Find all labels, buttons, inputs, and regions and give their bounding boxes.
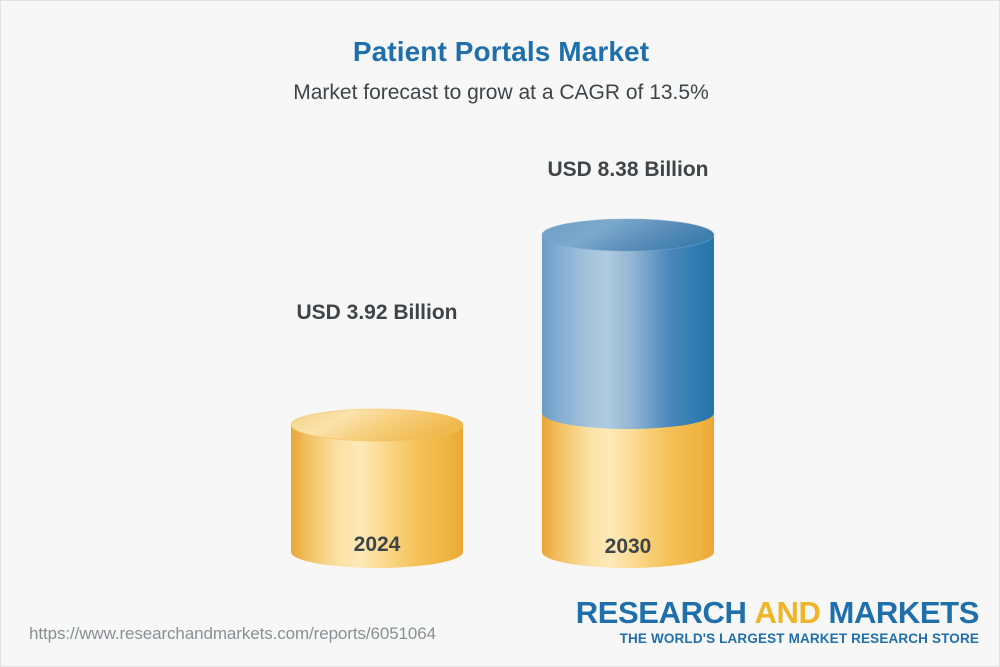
source-url[interactable]: https://www.researchandmarkets.com/repor… — [29, 624, 436, 643]
cylinder-top-cap-2024 — [291, 409, 463, 441]
cylinder-segment-base-2030 — [542, 413, 714, 568]
cylinder-top-edge-2030 — [541, 218, 715, 252]
value-label-2030: USD 8.38 Billion — [547, 158, 709, 181]
cylinder-top-cap-2030 — [542, 219, 714, 251]
chart-subtitle: Market forecast to grow at a CAGR of 13.… — [293, 81, 709, 104]
cylinder-segment-growth-2030 — [542, 235, 714, 429]
brand-word-and: AND — [754, 595, 821, 630]
brand-word-markets: MARKETS — [828, 595, 980, 630]
bar-group-2024: USD 3.92 Billion — [290, 301, 473, 581]
brand-tagline: THE WORLD'S LARGEST MARKET RESEARCH STOR… — [619, 631, 979, 646]
value-label-2024: USD 3.92 Billion — [296, 301, 458, 324]
cylinder-2030 — [541, 218, 724, 568]
brand-logo: RESEARCH AND MARKETS THE WORLD'S LARGEST M… — [575, 595, 980, 647]
cylinder-top-edge-2024 — [290, 408, 464, 442]
chart-header: Patient Portals Market Market forecast t… — [1, 35, 999, 107]
brand-word-research: RESEARCH — [575, 595, 747, 630]
bar-group-2030: USD 8.38 Billion — [541, 158, 724, 578]
cylinder-2024 — [290, 408, 473, 568]
brand-title: RESEARCH AND MARKETS — [575, 595, 980, 630]
category-label-2030: 2030 — [604, 535, 652, 558]
category-label-2024: 2024 — [353, 533, 401, 556]
chart-title: Patient Portals Market — [352, 36, 650, 67]
cylinder-body-2024 — [291, 425, 463, 568]
